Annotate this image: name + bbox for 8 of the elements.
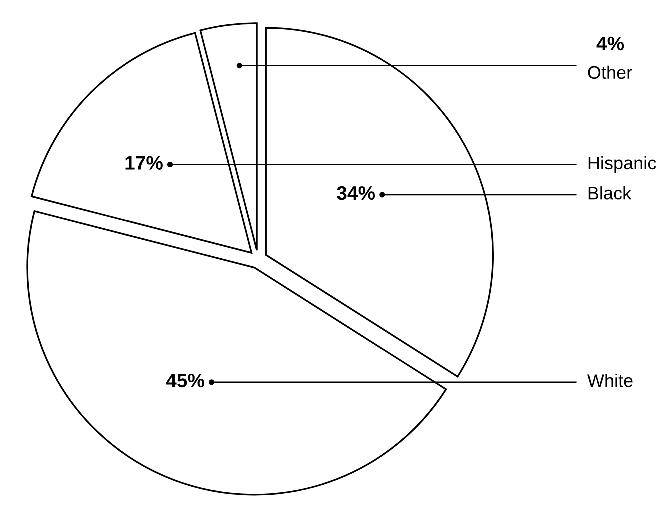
data-label: 17% bbox=[126, 156, 163, 170]
slice-label: Black bbox=[588, 186, 632, 200]
data-label: 34% bbox=[337, 186, 376, 200]
data-label: 4% bbox=[596, 36, 624, 51]
slice-label: Hispanic bbox=[588, 156, 656, 174]
slice-label: White bbox=[588, 374, 633, 388]
slice-label: Other bbox=[588, 66, 632, 80]
data-label: 45% bbox=[166, 374, 204, 388]
